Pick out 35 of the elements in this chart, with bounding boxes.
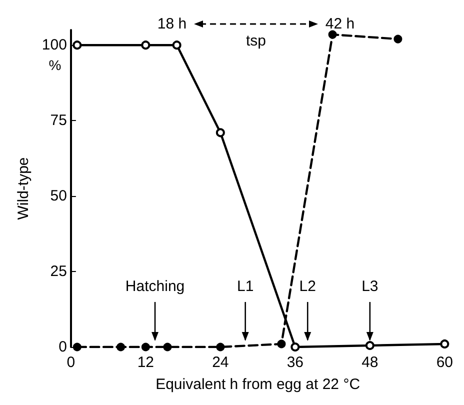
point (440, 339, 450, 348)
x-axis-title: Equivalent h from egg at 22 °C (156, 376, 360, 393)
x-tick-label: 36 (286, 354, 304, 371)
annotation: L3 (362, 278, 378, 295)
point (163, 342, 172, 352)
point (394, 34, 402, 44)
point (290, 342, 300, 352)
annotation: tsp (246, 32, 266, 50)
x-tick-label: 60 (436, 354, 453, 371)
point (116, 342, 126, 352)
point (216, 342, 225, 352)
point (365, 340, 374, 350)
y-tick-label: 25 (50, 263, 67, 280)
y-axis-title: Wild-type (15, 157, 32, 220)
text: % (48, 57, 62, 74)
point (277, 340, 286, 348)
point (328, 30, 337, 39)
x-tick-label: 24 (212, 354, 229, 371)
point (141, 40, 150, 50)
point (72, 40, 82, 50)
y-tick-label: 50 (50, 188, 67, 205)
point (72, 342, 82, 352)
point (172, 40, 182, 50)
annotation: 18 h (157, 16, 187, 32)
annotation: L1 (236, 278, 254, 295)
y-tick-label: 100 (42, 36, 67, 54)
x-tick-label: 48 (362, 354, 378, 371)
x-tick-label: 12 (137, 354, 154, 371)
annotation: L2 (299, 278, 316, 295)
y-tick-label: 75 (50, 112, 67, 130)
y-tick-label: 0 (58, 338, 67, 356)
point (141, 342, 150, 352)
annotation: 42 h (325, 16, 355, 32)
annotation: Hatching (125, 278, 185, 295)
point (216, 128, 225, 138)
